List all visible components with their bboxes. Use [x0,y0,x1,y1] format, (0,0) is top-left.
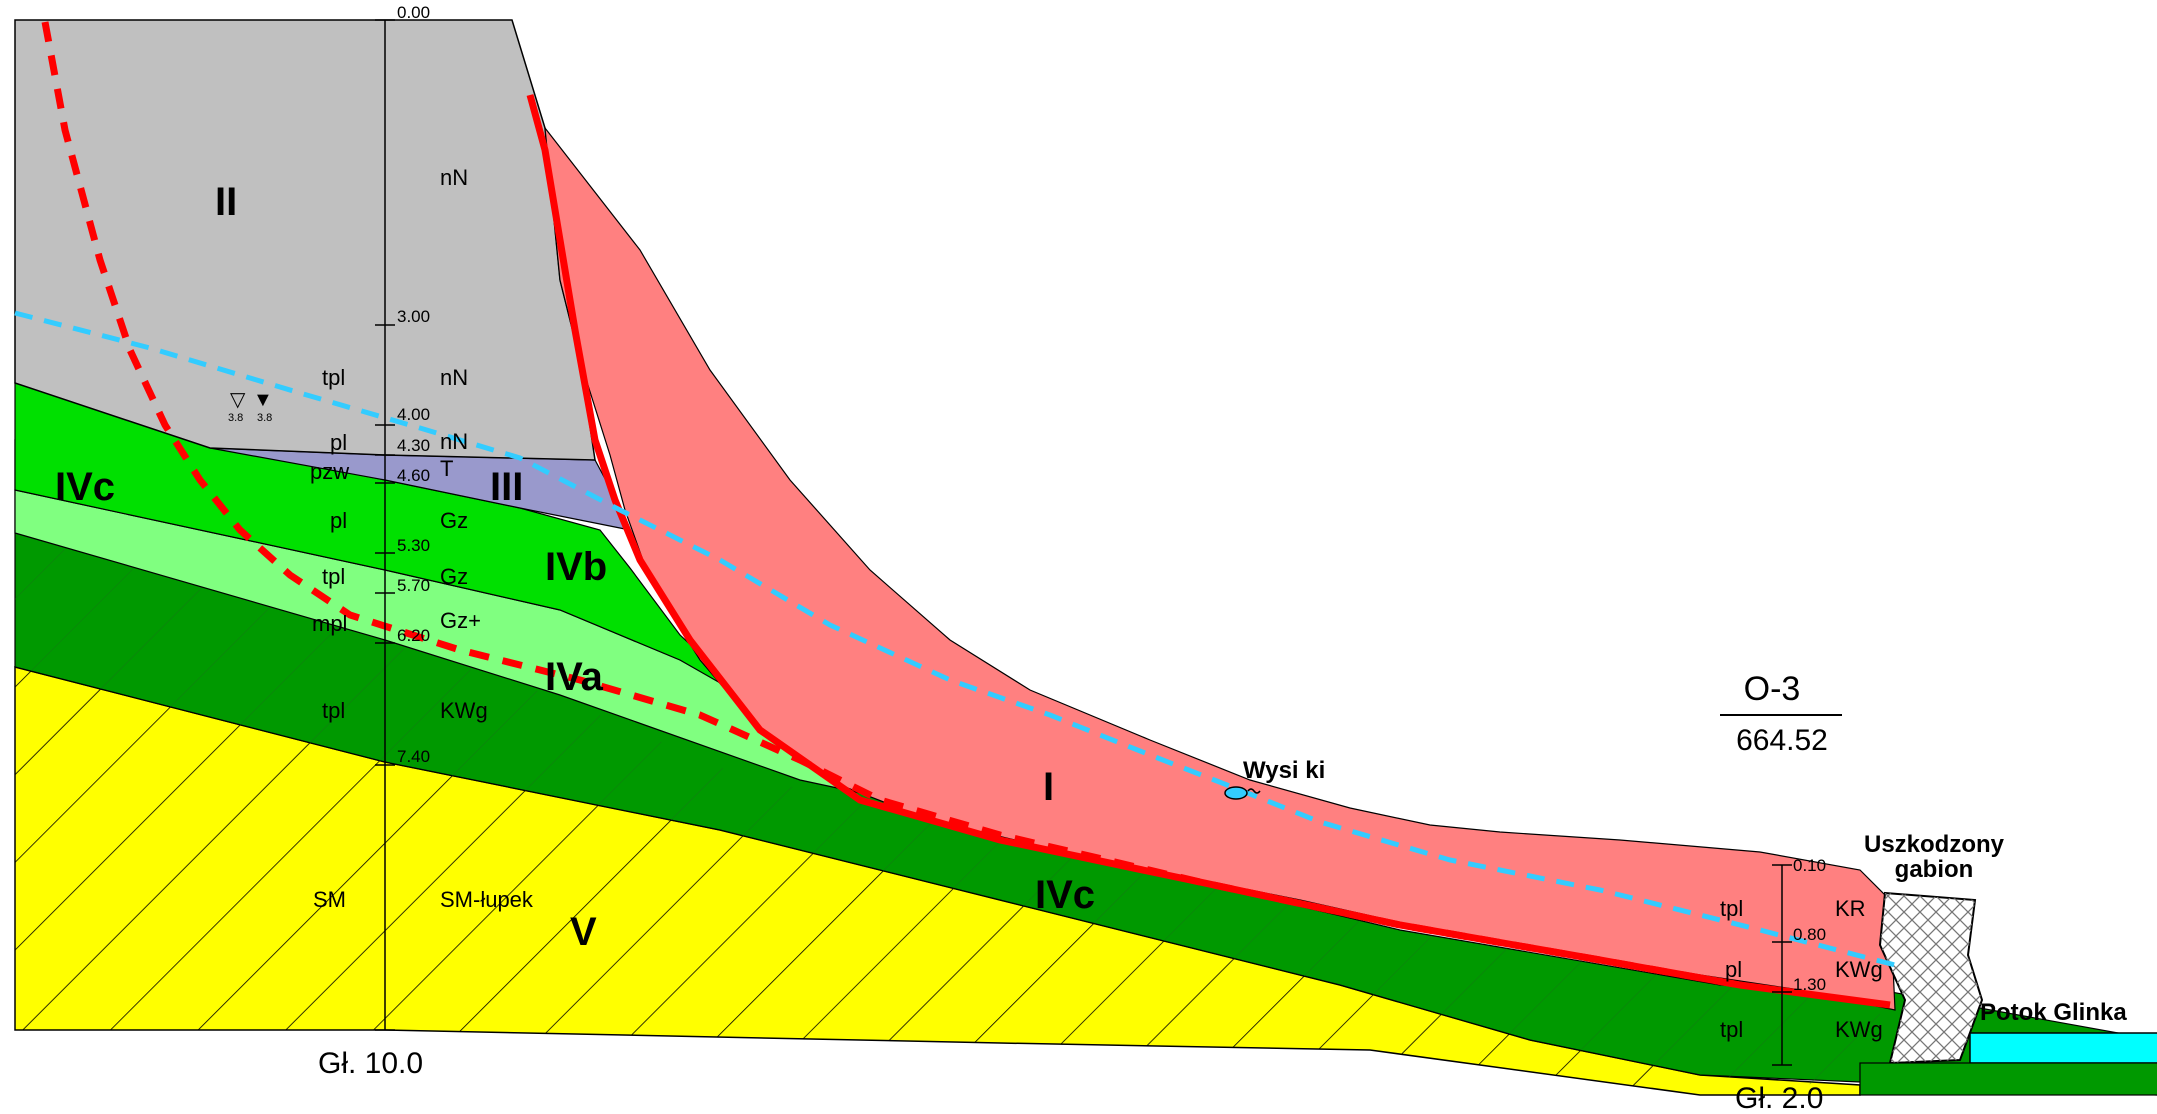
water-level-open-value: 3.8 [228,412,243,424]
borehole2-code: O-3 [1744,670,1801,708]
borehole1-left-label: tpl [322,564,345,589]
borehole1-right-label: Gz+ [440,608,481,633]
borehole1-depth: 4.30 [397,436,430,455]
borehole1-left-label: mpl [312,611,347,636]
water-level-filled-icon: ▼ [253,389,273,411]
borehole2-footer: Gł. 2.0 [1735,1082,1823,1114]
water-level-filled-value: 3.8 [257,412,272,424]
stream-bed [1859,1062,2157,1096]
borehole1-depth: 0.00 [397,3,430,22]
borehole1-left-label: tpl [322,698,345,723]
borehole1-depth: 5.30 [397,536,430,555]
borehole1-left-label: tpl [322,365,345,390]
zone-label-iva: IVa [545,655,604,699]
zone-label-ii: II [215,180,237,224]
borehole2-left-label: tpl [1720,896,1743,921]
seepage-wave-icon [1247,788,1261,794]
water-level-open-icon: ▽ [230,389,246,411]
borehole1-right-label: Gz [440,508,468,533]
zone-label-i: I [1043,765,1054,809]
borehole1-left-label: SM [313,887,346,912]
borehole1-right-label: KWg [440,698,488,723]
borehole1-depth: 7.40 [397,747,430,766]
borehole2-depth: 0.10 [1793,856,1826,875]
zone-label-ivc-left: IVc [55,465,115,509]
slip-surface-line [526,94,1891,1009]
stream-label: Potok Glinka [1980,999,2127,1026]
zone-label-iii: III [490,465,523,509]
borehole2-depth: 0.80 [1793,925,1826,944]
gabion-crosshatch [1880,893,1982,1063]
borehole1-right-label: Gz [440,564,468,589]
borehole2-left-label: tpl [1720,1017,1743,1042]
water-table-line [14,310,1896,968]
borehole2-left-label: pl [1725,957,1742,982]
gabion-label-line2: gabion [1895,856,1974,883]
borehole1-right-label: T [440,456,453,481]
borehole2-right-label: KR [1835,896,1866,921]
borehole1-left-label: pzw [310,459,349,484]
borehole1-right-label: SM-łupek [440,887,534,912]
zone-label-v: V [570,910,597,954]
stream-water [1969,1032,2157,1064]
borehole1-left-label: pl [330,430,347,455]
borehole1-left-label: pl [330,508,347,533]
borehole1-right-label: nN [440,429,468,454]
gabion-label-line1: Uszkodzony [1864,831,2005,858]
borehole2-elevation: 664.52 [1736,724,1828,757]
borehole1-right-label: nN [440,365,468,390]
borehole2-right-label: KWg [1835,1017,1883,1042]
borehole1-depth: 6.20 [397,626,430,645]
seepage-icon [1224,786,1248,800]
zone-v-hatch [15,667,1700,1095]
borehole2-depth: 1.30 [1793,975,1826,994]
seepage-label: Wysi ki [1243,757,1325,784]
borehole1-right-label: nN [440,165,468,190]
zone-label-ivc-lower: IVc [1035,873,1095,917]
zone-ivc-hatch [15,530,1880,1090]
borehole2-right-label: KWg [1835,957,1883,982]
borehole1-footer: Gł. 10.0 [318,1047,423,1080]
borehole1-depth: 3.00 [397,307,430,326]
zone-label-ivb: IVb [545,545,607,589]
borehole1-depth: 4.00 [397,405,430,424]
borehole1-depth: 5.70 [397,576,430,595]
borehole1-depth: 4.60 [397,466,430,485]
